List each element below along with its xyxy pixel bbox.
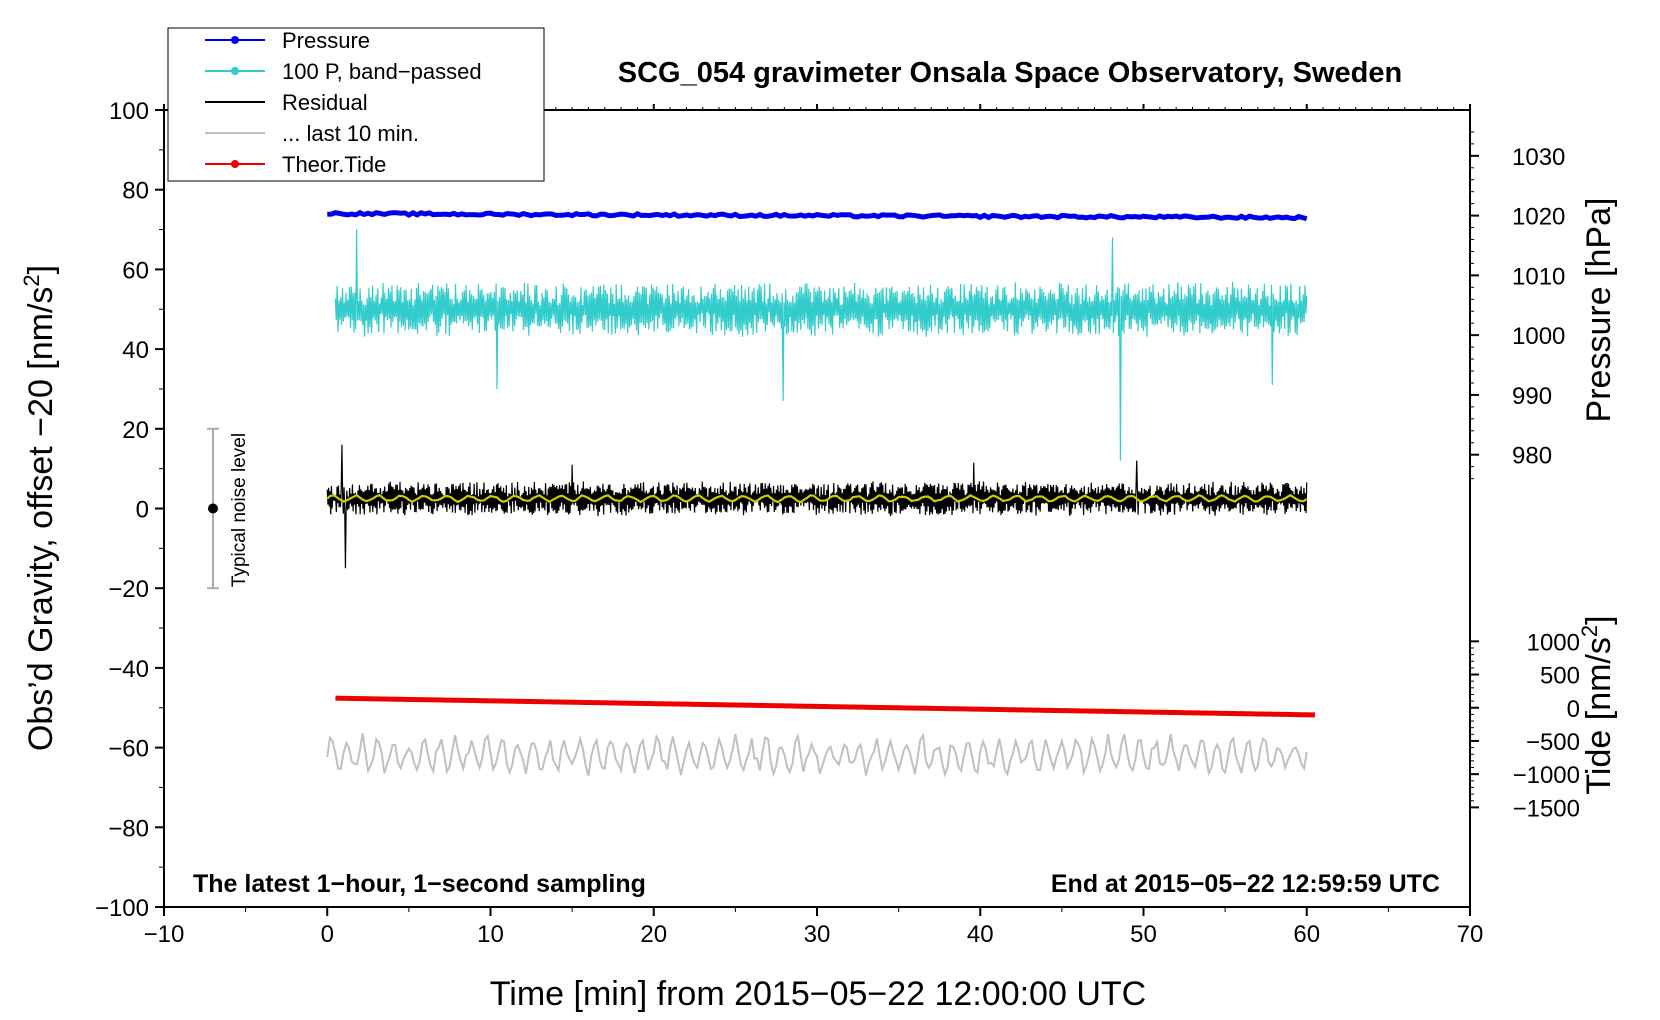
y-tick-label-left: −80: [108, 815, 149, 842]
x-tick-label: 30: [804, 921, 831, 948]
y-tick-label-left: −20: [108, 576, 149, 603]
legend-label: Residual: [282, 90, 368, 115]
series-line: [335, 695, 1315, 718]
x-tick-label: 40: [967, 921, 994, 948]
y-tick-label-pressure: 1010: [1512, 263, 1565, 290]
chart-title: SCG_054 gravimeter Onsala Space Observat…: [618, 57, 1402, 89]
x-tick-label: 60: [1293, 921, 1320, 948]
y-tick-label-left: 60: [122, 257, 149, 284]
series-line: [327, 209, 1308, 222]
noise-bar-label: Typical noise level: [229, 433, 250, 587]
y-tick-label-left: 80: [122, 178, 149, 205]
y-tick-label-left: 20: [122, 417, 149, 444]
sampling-note: The latest 1−hour, 1−second sampling: [193, 870, 646, 898]
legend-label: Pressure: [282, 28, 370, 53]
axis-ticks: −10 0 10 20 30 40 50 60 70100806040200−20−40−60−…: [95, 98, 1580, 948]
y-tick-label-left: 40: [122, 337, 149, 364]
y-tick-label-pressure: 1020: [1512, 204, 1565, 231]
data-series: [326, 209, 1315, 778]
y-tick-label-tide: −500: [1526, 729, 1580, 756]
legend-marker: [231, 36, 239, 44]
legend-label: Theor.Tide: [282, 152, 386, 177]
y-tick-label-left: −60: [108, 736, 149, 763]
legend-label: 100 P, band−passed: [282, 59, 482, 84]
y-tick-label-pressure: 990: [1512, 383, 1552, 410]
y-tick-label-tide: 0: [1567, 696, 1580, 723]
legend-marker: [231, 67, 239, 75]
x-tick-label: −10: [144, 921, 185, 948]
y-axis-title-tide: Tide [nm/s2]: [1577, 615, 1618, 794]
y-tick-label-left: 0: [136, 497, 149, 524]
x-tick-label: 10: [477, 921, 504, 948]
x-tick-label: 70: [1457, 921, 1484, 948]
noise-bar-center-dot: [207, 503, 218, 514]
y-tick-label-tide: −1500: [1513, 795, 1580, 822]
series-line: [326, 493, 1308, 504]
y-tick-label-tide: 1000: [1527, 629, 1580, 656]
legend-label: ... last 10 min.: [282, 121, 419, 146]
series-line: [326, 444, 1308, 569]
x-axis-title: Time [min] from 2015−05−22 12:00:00 UTC: [490, 975, 1146, 1013]
legend-marker: [231, 160, 239, 168]
x-tick-label: 0: [321, 921, 334, 948]
y-tick-label-left: −100: [95, 895, 149, 922]
x-tick-label: 20: [640, 921, 667, 948]
y-tick-label-pressure: 980: [1512, 443, 1552, 470]
y-tick-label-tide: −1000: [1513, 762, 1580, 789]
y-tick-label-left: 100: [109, 98, 149, 125]
noise-indicator: Typical noise level: [206, 427, 250, 590]
y-tick-label-pressure: 1030: [1512, 144, 1565, 171]
series-line: [326, 732, 1308, 778]
series-line: [334, 229, 1308, 461]
end-time-note: End at 2015−05−22 12:59:59 UTC: [1051, 870, 1440, 898]
y-axis-title-left: Obs’d Gravity, offset −20 [nm/s2]: [19, 265, 60, 751]
x-tick-label: 50: [1130, 921, 1157, 948]
y-tick-label-pressure: 1000: [1512, 323, 1565, 350]
legend: Pressure 100 P, band−passed Residual ... la…: [167, 27, 545, 182]
legend-box: [167, 27, 545, 182]
y-tick-label-left: −40: [108, 656, 149, 683]
y-axis-title-pressure: Pressure [hPa]: [1580, 198, 1618, 423]
y-tick-label-tide: 500: [1540, 663, 1580, 690]
